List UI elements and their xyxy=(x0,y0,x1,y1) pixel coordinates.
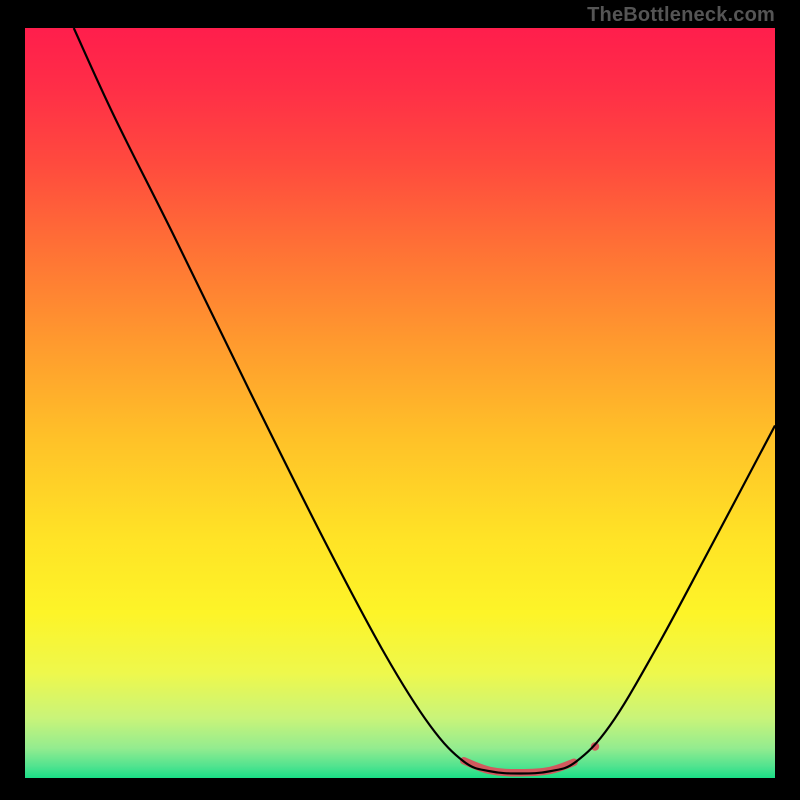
plot-area xyxy=(25,28,775,778)
chart-frame: TheBottleneck.com xyxy=(0,0,800,800)
bottleneck-curve xyxy=(74,28,775,774)
curve-layer xyxy=(25,28,775,778)
watermark-text: TheBottleneck.com xyxy=(587,4,775,27)
